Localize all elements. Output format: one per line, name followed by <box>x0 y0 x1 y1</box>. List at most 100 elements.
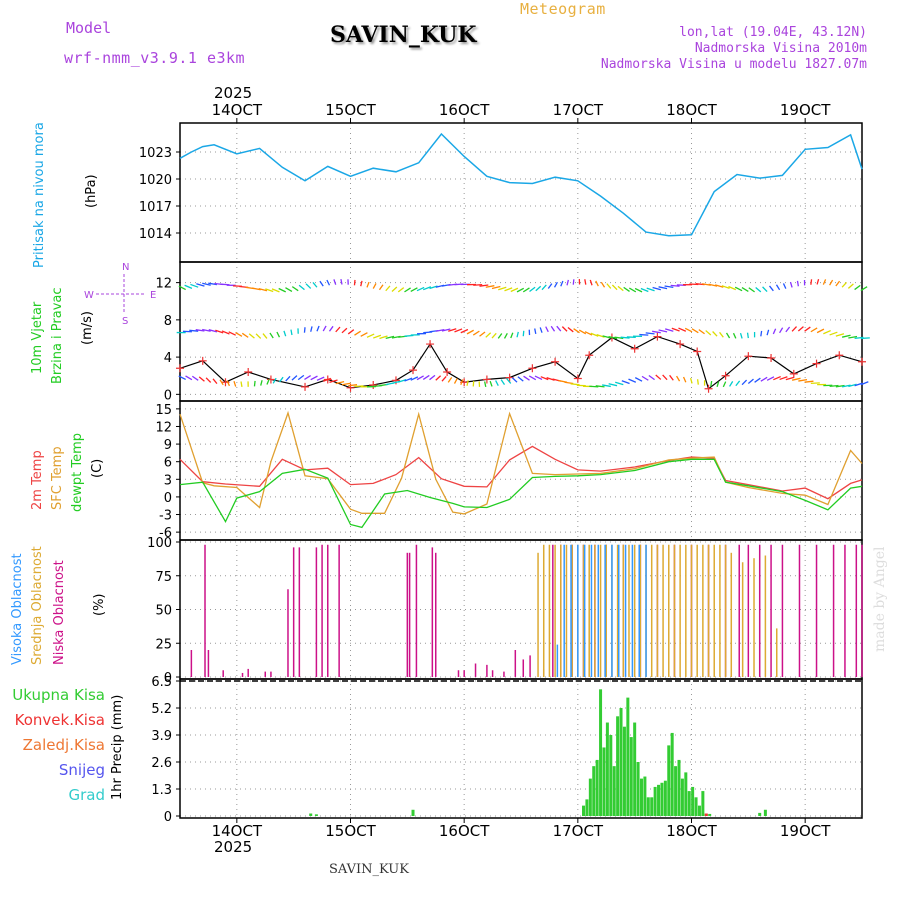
wind-direction-barb <box>676 375 681 382</box>
wind-direction-barb <box>226 380 231 387</box>
precip-legend-graupel: Grad <box>68 786 105 804</box>
wind-direction-barb <box>539 327 543 333</box>
wind-speed-marker <box>653 332 662 341</box>
wind-direction-barb <box>785 326 791 333</box>
wind-direction-barb <box>590 332 599 337</box>
wind-direction-barb <box>454 328 463 333</box>
wind-direction-barb <box>291 375 298 381</box>
model-label: Model <box>66 19 112 37</box>
wind-direction-barb <box>682 376 687 383</box>
wind-direction-barb <box>240 381 243 387</box>
wind-direction-barb <box>614 336 624 340</box>
wind-direction-barb <box>235 332 243 337</box>
wind-direction-barb <box>634 287 643 293</box>
xtick-label-top: 19OCT <box>780 101 831 119</box>
wind-direction-barb <box>766 329 770 336</box>
wind-direction-barb <box>404 287 411 293</box>
wind-direction-barb <box>535 285 542 292</box>
wind-direction-barb <box>646 287 655 292</box>
wind-direction-barb <box>689 377 693 384</box>
footer-station: SAVIN_KUK <box>329 862 409 877</box>
precip-bar <box>616 716 620 816</box>
wind-direction-barb <box>534 328 537 334</box>
compass-north: N <box>122 262 129 273</box>
wind-direction-barb <box>573 328 580 334</box>
precip-bar <box>697 805 701 816</box>
precip-bar <box>582 805 586 816</box>
precip-bar <box>599 689 603 816</box>
wind-direction-barb <box>791 377 801 381</box>
xtick-label-top: 14OCT <box>212 101 263 119</box>
wind-direction-barb <box>596 334 605 338</box>
precip-bar <box>626 697 630 816</box>
wind-direction-barb <box>854 336 864 340</box>
wind-direction-barb <box>258 287 268 292</box>
wind-direction-barb <box>212 378 218 385</box>
wind-direction-barb <box>623 286 630 292</box>
wind-direction-barb <box>335 380 345 385</box>
wind-speed-marker <box>573 374 582 383</box>
wind-direction-barb <box>266 379 270 385</box>
wind-direction-barb <box>322 325 327 332</box>
wind-speed-line <box>179 335 863 390</box>
precip-ytick-label: 0 <box>164 810 172 825</box>
wind-direction-barb <box>312 281 318 288</box>
wind-direction-barb <box>798 378 808 382</box>
temperature-ytick-label: -3 <box>159 509 172 524</box>
wind-direction-barb <box>498 286 507 291</box>
altitude-label: Nadmorska Visina 2010m <box>694 41 867 56</box>
wind-direction-barb <box>823 329 831 335</box>
wind-direction-barb <box>385 335 395 340</box>
wind-direction-barb <box>754 377 761 383</box>
wind-ytick-label: 8 <box>164 314 172 329</box>
wind-direction-barb <box>485 285 495 288</box>
wind-direction-barb <box>658 329 668 333</box>
wind-speed-marker <box>551 357 560 366</box>
precip-ytick-label: 1.3 <box>151 783 172 798</box>
wind-direction-barb <box>373 334 382 339</box>
wind-direction-barb <box>385 285 391 292</box>
wind-speed-marker <box>426 340 435 349</box>
wind-direction-barb <box>556 325 562 332</box>
wind-direction-barb <box>847 283 854 289</box>
clouds-ytick-label: 50 <box>155 604 172 619</box>
wind-direction-barb <box>785 376 795 381</box>
wind-direction-barb <box>472 330 480 336</box>
precip-bar <box>585 799 589 816</box>
wind-direction-barb <box>741 379 748 386</box>
wind-direction-barb <box>662 374 668 381</box>
wind-direction-barb <box>335 326 341 333</box>
wind-direction-barb <box>829 331 838 336</box>
wind-direction-barb <box>617 285 624 292</box>
wind-direction-barb <box>628 378 637 383</box>
wind-direction-barb <box>760 376 768 382</box>
wind-direction-barb <box>291 286 299 292</box>
wind-direction-barb <box>435 328 445 332</box>
wind-direction-barb <box>416 286 425 292</box>
wind-ytick-label: 4 <box>164 351 172 366</box>
wind-direction-barb <box>378 284 384 291</box>
wind-direction-barb <box>779 376 788 381</box>
precip-bar <box>646 797 650 816</box>
wind-direction-barb <box>722 381 727 388</box>
wind-direction-barb <box>228 331 236 336</box>
wind-direction-barb <box>670 284 680 287</box>
wind-direction-barb <box>185 375 193 381</box>
wind-direction-barb <box>528 375 537 381</box>
wind-direction-barb <box>333 279 337 285</box>
wind-direction-barb <box>191 375 199 381</box>
wind-direction-barb <box>595 280 599 287</box>
wind-direction-barb <box>634 377 643 382</box>
wind-direction-barb <box>497 333 503 339</box>
wind-speed-marker <box>301 382 310 391</box>
precip-bar <box>314 814 318 816</box>
precip-bar <box>643 776 647 816</box>
wind-direction-barb <box>489 380 493 387</box>
wind-speed-marker <box>767 354 776 363</box>
wind-speed-marker <box>443 368 452 376</box>
wind-speed-marker <box>704 384 713 393</box>
wind-direction-barb <box>773 375 781 381</box>
precip-bar <box>629 737 633 816</box>
wind-direction-barb <box>219 379 224 386</box>
